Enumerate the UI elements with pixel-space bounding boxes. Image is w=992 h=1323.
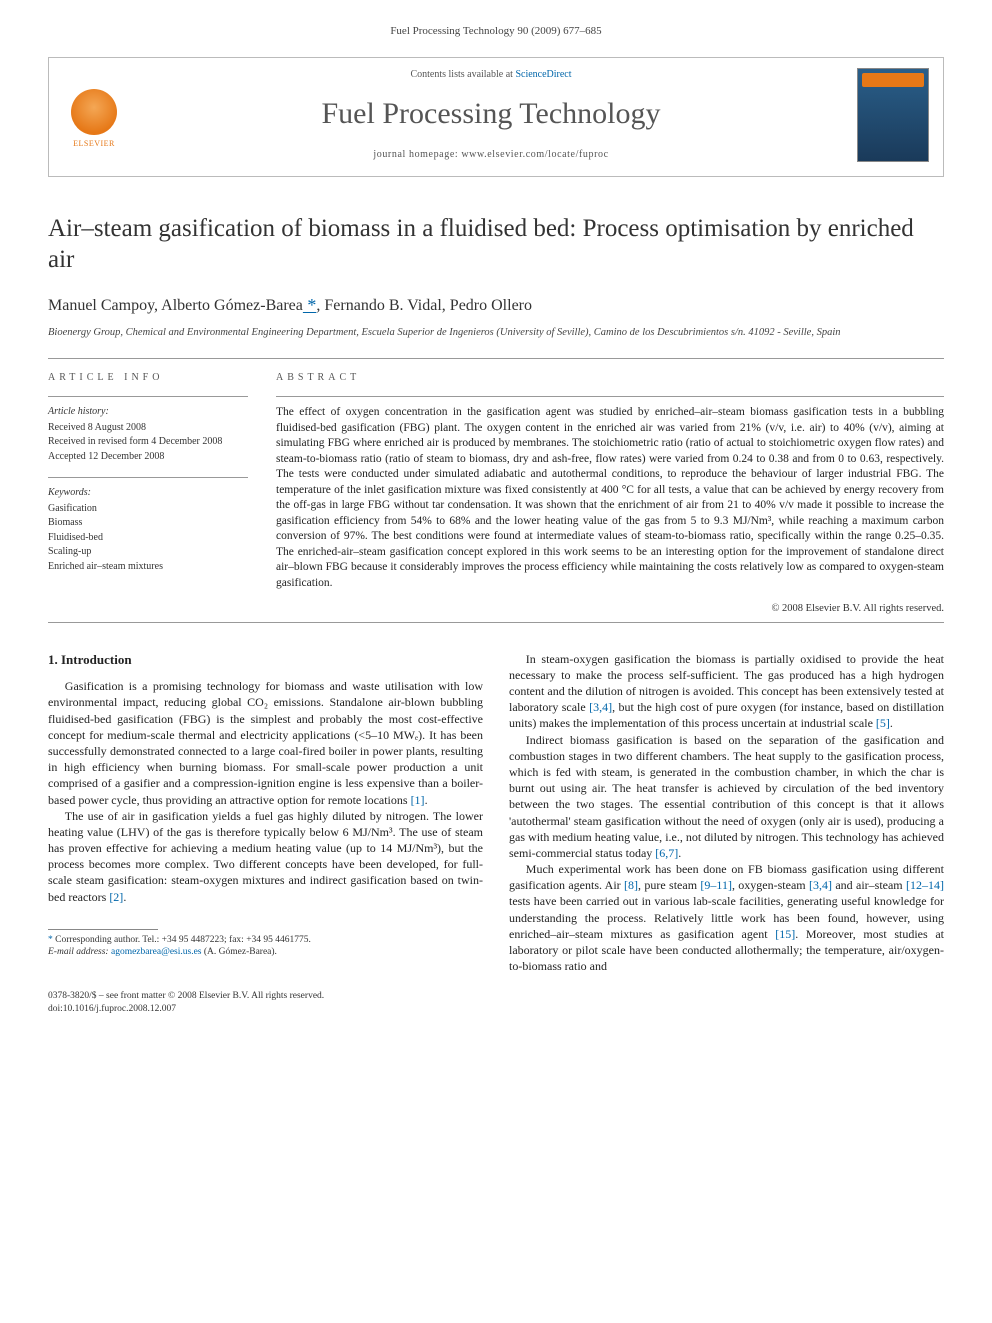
- article-title: Air–steam gasification of biomass in a f…: [48, 213, 944, 276]
- article-info-column: ARTICLE INFO Article history: Received 8…: [48, 371, 248, 616]
- authors-group-1: Manuel Campoy, Alberto Gómez-Barea: [48, 297, 303, 314]
- citation-link[interactable]: [15]: [775, 927, 795, 941]
- footer-doi: doi:10.1016/j.fuproc.2008.12.007: [48, 1003, 944, 1015]
- citation-link[interactable]: [2]: [109, 890, 123, 904]
- body-text: Indirect biomass gasification is based o…: [509, 733, 944, 860]
- author-list: Manuel Campoy, Alberto Gómez-Barea *, Fe…: [48, 293, 944, 317]
- abstract-text: The effect of oxygen concentration in th…: [276, 405, 944, 591]
- abstract-column: ABSTRACT The effect of oxygen concentrat…: [276, 371, 944, 616]
- section-heading-introduction: 1. Introduction: [48, 651, 483, 669]
- footnote-email-who: (A. Gómez-Barea).: [204, 947, 277, 957]
- body-text: .: [678, 846, 681, 860]
- body-text: .: [425, 793, 428, 807]
- citation-link[interactable]: [5]: [876, 716, 890, 730]
- citation-link[interactable]: [6,7]: [655, 846, 678, 860]
- article-history-label: Article history:: [48, 405, 248, 419]
- history-accepted: Accepted 12 December 2008: [48, 450, 248, 464]
- footnote-email-link[interactable]: agomezbarea@esi.us.es: [111, 947, 202, 957]
- body-text: .: [123, 890, 126, 904]
- corresponding-author-footnote: * Corresponding author. Tel.: +34 95 448…: [48, 934, 483, 959]
- info-abstract-row: ARTICLE INFO Article history: Received 8…: [48, 371, 944, 616]
- keywords-label: Keywords:: [48, 486, 248, 500]
- citation-link[interactable]: [9–11]: [700, 878, 732, 892]
- history-received: Received 8 August 2008: [48, 421, 248, 435]
- body-paragraph: Indirect biomass gasification is based o…: [509, 732, 944, 862]
- citation-link[interactable]: [1]: [411, 793, 425, 807]
- citation-link[interactable]: [3,4]: [809, 878, 832, 892]
- elsevier-wordmark: ELSEVIER: [73, 139, 115, 150]
- elsevier-tree-icon: [71, 89, 117, 135]
- footnote-rule: [48, 929, 158, 930]
- affiliation: Bioenergy Group, Chemical and Environmen…: [48, 326, 944, 340]
- header-center: Contents lists available at ScienceDirec…: [141, 68, 841, 162]
- homepage-prefix: journal homepage:: [373, 149, 461, 160]
- footnote-email-label: E-mail address:: [48, 947, 109, 957]
- contents-list-line: Contents lists available at ScienceDirec…: [141, 68, 841, 82]
- journal-homepage: journal homepage: www.elsevier.com/locat…: [141, 148, 841, 162]
- journal-header: ELSEVIER Contents lists available at Sci…: [48, 57, 944, 177]
- info-rule-2: [48, 477, 248, 478]
- body-paragraph: In steam-oxygen gasification the biomass…: [509, 651, 944, 732]
- info-rule-1: [48, 396, 248, 397]
- corresponding-author-link[interactable]: *: [303, 295, 317, 315]
- citation-link[interactable]: [3,4]: [589, 700, 612, 714]
- footer-front-matter: 0378-3820/$ – see front matter © 2008 El…: [48, 990, 944, 1002]
- article-info-head: ARTICLE INFO: [48, 371, 248, 385]
- body-text: Gasification is a promising technology f…: [48, 679, 483, 806]
- running-head: Fuel Processing Technology 90 (2009) 677…: [48, 24, 944, 39]
- bottom-rule: [48, 622, 944, 623]
- top-rule: [48, 358, 944, 359]
- sciencedirect-link[interactable]: ScienceDirect: [515, 69, 571, 80]
- body-paragraph: The use of air in gasification yields a …: [48, 808, 483, 905]
- page-footer: 0378-3820/$ – see front matter © 2008 El…: [48, 990, 944, 1015]
- article-body: 1. Introduction Gasification is a promis…: [48, 651, 944, 975]
- body-paragraph: Much experimental work has been done on …: [509, 861, 944, 974]
- abstract-head: ABSTRACT: [276, 371, 944, 385]
- elsevier-logo: ELSEVIER: [63, 80, 125, 150]
- keyword: Biomass: [48, 516, 248, 530]
- abstract-rule: [276, 396, 944, 397]
- body-paragraph: Gasification is a promising technology f…: [48, 678, 483, 808]
- keyword: Scaling-up: [48, 545, 248, 559]
- body-text: , oxygen-steam: [732, 878, 809, 892]
- abstract-copyright: © 2008 Elsevier B.V. All rights reserved…: [276, 602, 944, 616]
- footnote-corr-text: Corresponding author. Tel.: +34 95 44872…: [55, 935, 311, 945]
- journal-cover-thumb: [857, 68, 929, 162]
- body-text: , pure steam: [638, 878, 700, 892]
- citation-link[interactable]: [12–14]: [906, 878, 944, 892]
- homepage-url: www.elsevier.com/locate/fuproc: [461, 149, 608, 160]
- journal-title: Fuel Processing Technology: [141, 94, 841, 135]
- contents-prefix: Contents lists available at: [410, 69, 515, 80]
- keyword: Enriched air–steam mixtures: [48, 560, 248, 574]
- citation-link[interactable]: [8]: [624, 878, 638, 892]
- keyword: Fluidised-bed: [48, 531, 248, 545]
- footnote-block: * Corresponding author. Tel.: +34 95 448…: [48, 929, 483, 959]
- history-revised: Received in revised form 4 December 2008: [48, 435, 248, 449]
- body-text: .: [890, 716, 893, 730]
- authors-group-2: , Fernando B. Vidal, Pedro Ollero: [316, 297, 532, 314]
- keyword: Gasification: [48, 502, 248, 516]
- body-text: and air–steam: [832, 878, 906, 892]
